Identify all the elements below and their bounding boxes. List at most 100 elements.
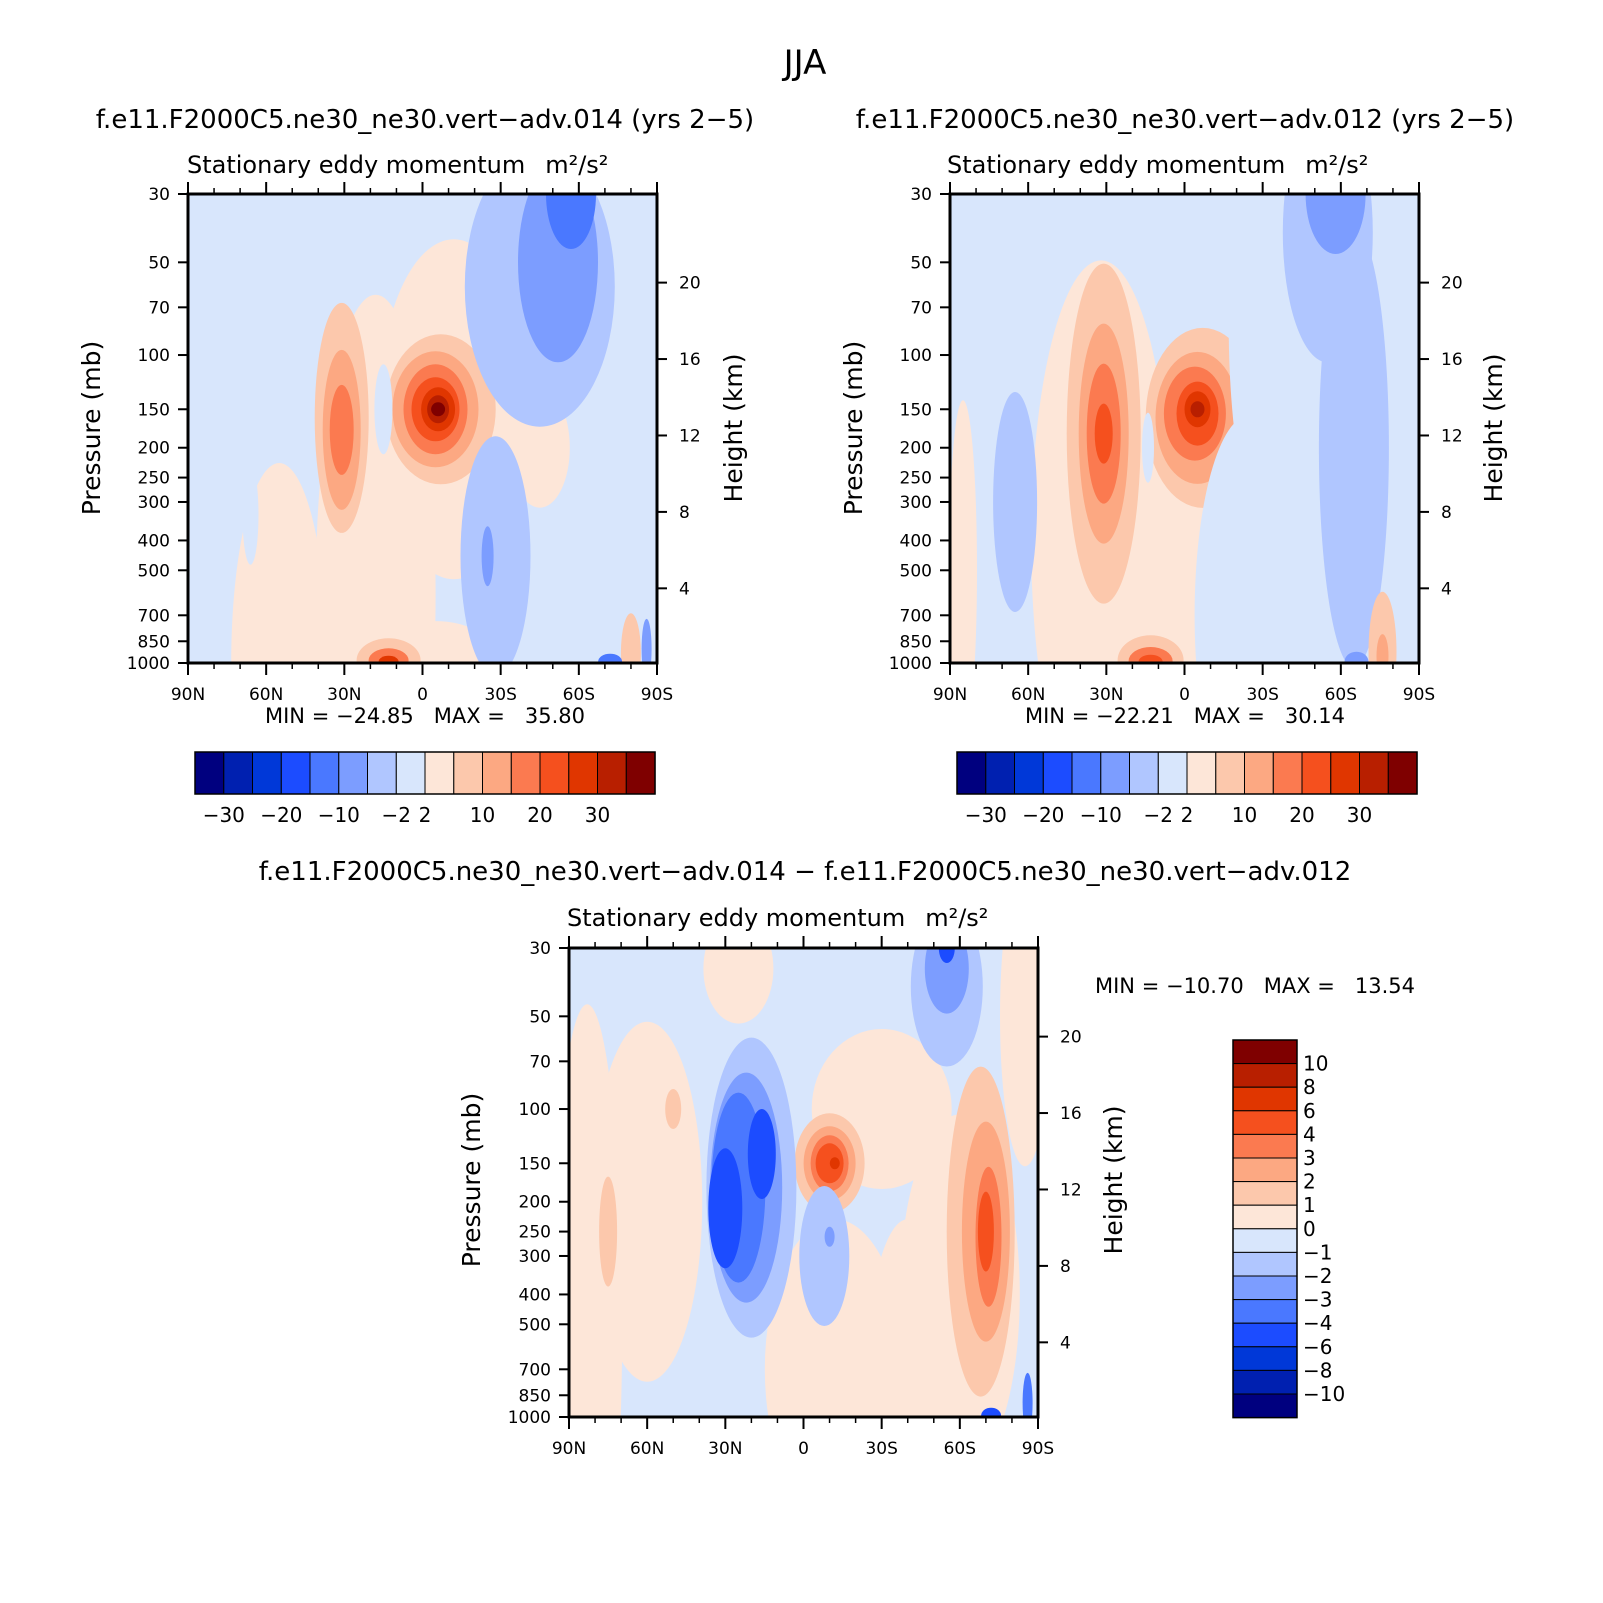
- pressure-tick-label: 200: [138, 439, 170, 459]
- contour-region-5: [265, 645, 346, 663]
- panel-1-minmax: MIN = −24.85 MAX = 35.80: [265, 704, 585, 728]
- colorbar-swatch: [1272, 751, 1303, 795]
- colorbar-label: −8: [1303, 1358, 1332, 1382]
- panel-3-ylabel: Pressure (mb): [457, 1093, 486, 1267]
- pressure-tick-label: 150: [138, 400, 170, 420]
- pressure-tick-label: 150: [900, 400, 932, 420]
- panel-1-colorbar: −30 −20 −10 −2 2 10 20 30: [194, 751, 656, 827]
- pressure-tick-label: 250: [138, 469, 170, 489]
- pressure-tick-label: 850: [900, 632, 932, 652]
- height-tick-label: 20: [1441, 274, 1463, 294]
- contour-region-26: [378, 655, 399, 663]
- colorbar-swatch: [1232, 1228, 1298, 1253]
- contour-region-19: [993, 392, 1038, 612]
- colorbar-frame: [1232, 1039, 1298, 1419]
- colorbar-swatch: [956, 751, 987, 795]
- contour-region-30: [1022, 1372, 1033, 1417]
- height-tick-label: 20: [679, 274, 701, 294]
- colorbar-swatch: [1129, 751, 1159, 795]
- contour-region-27: [620, 613, 641, 663]
- pressure-tick-label: 30: [910, 185, 932, 205]
- colorbar-swatch: [1232, 1346, 1298, 1371]
- colorbar-label: −30: [965, 803, 1007, 827]
- panel-3-var-title: Stationary eddy momentum m²/s²: [567, 904, 988, 932]
- lat-tick-label: 90N: [933, 685, 967, 705]
- colorbar-frame: [956, 751, 1418, 795]
- colorbar-label: 20: [527, 803, 552, 827]
- pressure-tick-label: 50: [910, 253, 932, 273]
- contour-region-8: [599, 1176, 618, 1287]
- pressure-tick-label: 200: [900, 439, 932, 459]
- pressure-tick-label: 100: [519, 1100, 551, 1120]
- colorbar-frame: [194, 751, 656, 795]
- colorbar-swatch: [1186, 751, 1217, 795]
- colorbar-label: 3: [1303, 1146, 1316, 1170]
- lat-tick-label: 30S: [1246, 685, 1278, 705]
- contour-region-18: [206, 464, 227, 565]
- colorbar-label: −30: [203, 803, 245, 827]
- lat-tick-label: 30N: [708, 1439, 742, 1459]
- colorbar-label: −6: [1303, 1335, 1332, 1359]
- colorbar-label: 20: [1289, 803, 1314, 827]
- pressure-tick-label: 50: [529, 1007, 551, 1027]
- panel-2-y2label: Height (km): [1479, 354, 1508, 503]
- panel-3-case-title: f.e11.F2000C5.ne30_ne30.vert−adv.014 − f…: [259, 857, 1351, 887]
- colorbar-label: 10: [1232, 803, 1257, 827]
- lat-tick-label: 90S: [1403, 685, 1435, 705]
- panel-3-contours: [569, 948, 1038, 1417]
- lat-tick-label: 30N: [1089, 685, 1123, 705]
- height-tick-label: 8: [1441, 503, 1452, 523]
- colorbar-label: −10: [318, 803, 360, 827]
- height-tick-label: 8: [1060, 1257, 1071, 1277]
- contour-region-15: [431, 402, 446, 417]
- colorbar-swatch: [252, 751, 282, 795]
- pressure-tick-label: 500: [519, 1315, 551, 1335]
- colorbar-swatch: [395, 751, 426, 795]
- contour-region-8: [329, 384, 354, 475]
- contour-region-17: [242, 464, 259, 565]
- contour-region-29: [981, 1407, 1002, 1417]
- colorbar-swatch: [1232, 1322, 1298, 1348]
- colorbar-swatch: [568, 751, 599, 795]
- colorbar-swatch: [309, 751, 340, 795]
- colorbar-swatch: [985, 751, 1016, 795]
- colorbar-swatch: [1232, 1204, 1298, 1230]
- panel-2-case-title: f.e11.F2000C5.ne30_ne30.vert−adv.012 (yr…: [856, 105, 1514, 135]
- colorbar-swatch: [1232, 1157, 1298, 1183]
- height-tick-label: 16: [1060, 1104, 1082, 1124]
- pressure-tick-label: 500: [900, 561, 932, 581]
- pressure-tick-label: 70: [910, 298, 932, 318]
- contour-region-27: [1376, 634, 1389, 663]
- panel-1-ylabel: Pressure (mb): [77, 341, 106, 515]
- pressure-tick-label: 700: [138, 606, 170, 626]
- lat-tick-label: 0: [798, 1439, 809, 1459]
- contour-region-2: [950, 400, 977, 663]
- contour-region-9: [665, 1089, 682, 1129]
- panel-2-plot: [950, 194, 1419, 663]
- contour-region-28: [598, 653, 623, 663]
- pressure-tick-label: 50: [148, 253, 170, 273]
- colorbar-swatch: [1157, 751, 1188, 795]
- colorbar-swatch: [1042, 751, 1073, 795]
- panel-3-minmax: MIN = −10.70 MAX = 13.54: [1095, 974, 1415, 998]
- lat-tick-label: 60S: [1325, 685, 1357, 705]
- pressure-tick-label: 70: [529, 1052, 551, 1072]
- colorbar-swatch: [1232, 1039, 1298, 1065]
- lat-tick-label: 90N: [171, 685, 205, 705]
- contour-region-13: [977, 1191, 994, 1272]
- colorbar-label: −2: [1303, 1264, 1332, 1288]
- panel-2-contours: [950, 194, 1397, 663]
- contour-region-25: [824, 1226, 835, 1247]
- contour-region-20: [518, 194, 598, 363]
- pressure-tick-label: 1000: [508, 1408, 551, 1428]
- panel-3-y2label: Height (km): [1099, 1106, 1128, 1255]
- colorbar-label: −1: [1303, 1240, 1332, 1264]
- contour-region-22: [708, 1148, 743, 1269]
- colorbar-swatch: [1232, 1063, 1298, 1088]
- height-tick-label: 20: [1060, 1028, 1082, 1048]
- colorbar-swatch: [280, 751, 311, 795]
- colorbar-label: 0: [1303, 1217, 1316, 1241]
- colorbar-label: −20: [260, 803, 302, 827]
